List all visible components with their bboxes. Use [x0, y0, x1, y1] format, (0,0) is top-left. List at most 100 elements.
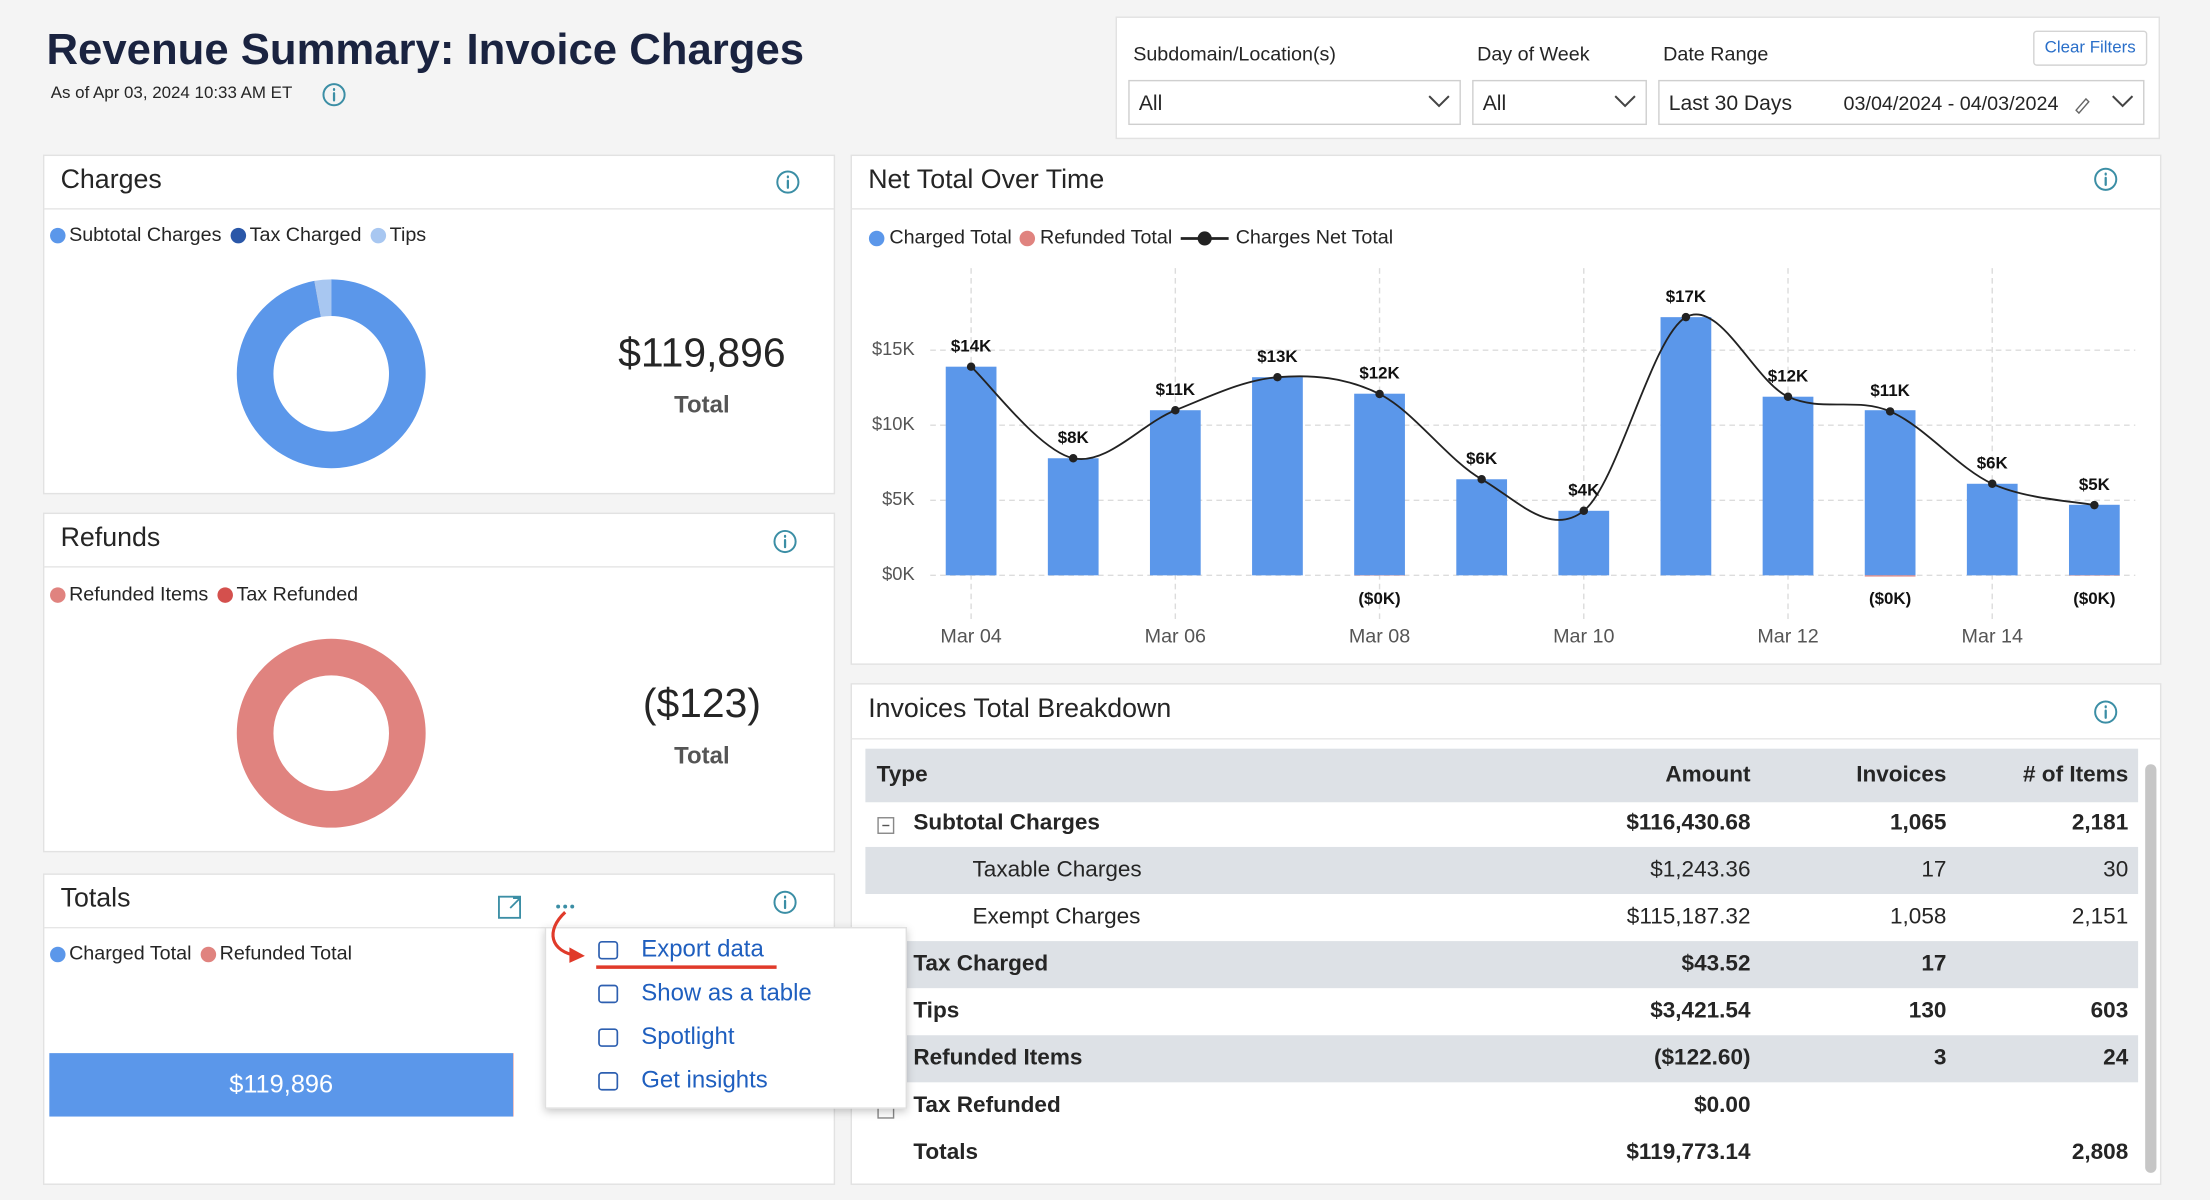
data-label: $17K: [1666, 287, 1707, 306]
line-point: [1171, 405, 1180, 415]
data-label: $6K: [1466, 449, 1498, 468]
bar: [1354, 393, 1405, 576]
data-label: $13K: [1257, 347, 1298, 366]
legend-label: Charged Total: [69, 943, 191, 965]
panel-title: Net Total Over Time: [868, 164, 1104, 194]
legend-label: Tax Charged: [250, 224, 362, 246]
x-tick-label: Mar 10: [1553, 626, 1614, 648]
x-tick-label: Mar 12: [1757, 626, 1818, 648]
more-dot[interactable]: [563, 904, 568, 909]
line-point: [1068, 454, 1078, 463]
focus-icon[interactable]: [498, 895, 521, 919]
menu-item[interactable]: Spotlight: [641, 1023, 735, 1050]
legend-label: Subtotal Charges: [69, 224, 222, 246]
table-cell: $116,430.68: [1626, 809, 1750, 834]
table-cell: Exempt Charges: [973, 903, 1141, 928]
legend-dot: [50, 227, 66, 244]
data-label: $14K: [951, 336, 992, 355]
line-point: [1783, 392, 1793, 401]
total-label: Total: [674, 392, 729, 419]
table-cell: 130: [1909, 998, 1947, 1023]
table-cell: 1,065: [1890, 809, 1946, 834]
table-cell: $43.52: [1682, 951, 1751, 976]
filter-value: All: [1139, 92, 1162, 115]
table-cell: 3: [1934, 1045, 1947, 1070]
more-dot[interactable]: [570, 904, 575, 909]
data-label: ($0K): [1358, 589, 1400, 608]
data-label: $11K: [1156, 380, 1196, 399]
filter-dropdown[interactable]: [1658, 79, 2145, 126]
table-cell: 17: [1921, 951, 1946, 976]
filter-label: Date Range: [1663, 43, 1768, 65]
data-label: $119,896: [229, 1070, 333, 1098]
data-label: ($0K): [1869, 589, 1911, 608]
bar: [49, 1053, 514, 1117]
legend-dot: [50, 587, 66, 603]
bar: [2068, 504, 2120, 576]
pie-slice: [236, 279, 426, 469]
table-cell: $115,187.32: [1627, 903, 1751, 928]
data-label: ($0K): [2073, 589, 2115, 608]
x-tick-label: Mar 08: [1349, 626, 1410, 648]
chevron: [2112, 95, 2134, 108]
table-cell: $1,243.36: [1650, 856, 1750, 881]
bar: [1149, 410, 1201, 576]
bar: [1047, 458, 1099, 576]
line-point: [1988, 479, 1997, 488]
menu-item[interactable]: Show as a table: [641, 979, 811, 1006]
bar: [1456, 479, 1508, 576]
panel-title: Totals: [61, 883, 131, 913]
legend-label: Refunded Total: [220, 943, 352, 965]
info-icon: [773, 529, 797, 554]
pie-slice: [314, 279, 332, 317]
chevron: [1428, 95, 1450, 108]
filter-dropdown[interactable]: [1472, 79, 1647, 126]
column-header: # of Items: [2023, 761, 2128, 786]
legend-label: Tax Refunded: [236, 583, 358, 605]
page-subtitle: As of Apr 03, 2024 10:33 AM ET: [51, 83, 293, 102]
menu-item[interactable]: Export data: [641, 936, 764, 963]
filter-label: Subdomain/Location(s): [1133, 43, 1336, 65]
context-menu: [544, 926, 907, 1109]
y-tick-label: $10K: [872, 413, 916, 434]
more-dot[interactable]: [556, 904, 561, 909]
menu-icon: [598, 984, 619, 1004]
total-value: $119,896: [618, 329, 785, 375]
info-icon: [2094, 167, 2118, 191]
y-tick-label: $0K: [882, 563, 915, 584]
filter-dropdown[interactable]: [1128, 79, 1461, 126]
legend-dot: [370, 227, 387, 244]
line-point: [2090, 500, 2099, 510]
data-label: $12K: [1359, 364, 1400, 383]
line-point: [1579, 506, 1589, 516]
table-cell: Refunded Items: [913, 1045, 1082, 1070]
legend-dot: [1197, 231, 1212, 246]
panel: [850, 154, 2162, 665]
clear-filters-label: Clear Filters: [2045, 38, 2136, 57]
table-cell: 17: [1921, 856, 1946, 881]
bar: [1762, 396, 1814, 576]
clear-filters-button[interactable]: [2033, 30, 2148, 66]
bar: [1252, 377, 1303, 576]
data-label: $5K: [2079, 475, 2111, 494]
table-cell: Tips: [913, 998, 959, 1023]
bar: [1864, 575, 1916, 577]
legend-label: Charged Total: [889, 227, 1011, 249]
table-cell: $0.00: [1694, 1092, 1750, 1117]
legend-dot: [230, 227, 247, 244]
pie-slice: [236, 638, 426, 828]
table-cell: 2,181: [2072, 809, 2128, 834]
bar: [1966, 483, 2018, 576]
bar: [1660, 317, 1712, 576]
scrollbar[interactable]: [2145, 764, 2157, 1173]
data-label: $8K: [1058, 428, 1090, 447]
focus-arrow: [509, 897, 521, 909]
x-tick-label: Mar 04: [940, 626, 1001, 648]
x-tick-label: Mar 06: [1145, 626, 1206, 648]
table-header-bg: [865, 748, 2139, 803]
menu-item[interactable]: Get insights: [641, 1067, 768, 1094]
line-point: [1681, 312, 1691, 322]
legend-dot: [50, 946, 66, 963]
table-cell: 603: [2091, 998, 2129, 1023]
